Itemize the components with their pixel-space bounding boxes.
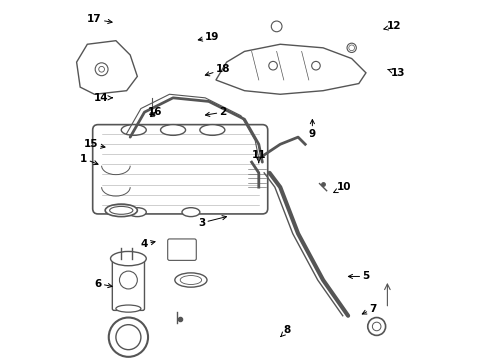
FancyBboxPatch shape (112, 257, 144, 310)
Text: 2: 2 (205, 107, 226, 117)
Polygon shape (77, 41, 137, 94)
Circle shape (95, 63, 108, 76)
Text: 3: 3 (198, 216, 226, 228)
Circle shape (108, 318, 148, 357)
Text: 6: 6 (94, 279, 112, 289)
Ellipse shape (175, 273, 206, 287)
Circle shape (268, 62, 277, 70)
Text: 13: 13 (387, 68, 405, 78)
Text: 15: 15 (83, 139, 105, 149)
Circle shape (116, 325, 141, 350)
Text: 18: 18 (205, 64, 230, 76)
Ellipse shape (160, 125, 185, 135)
Text: 19: 19 (198, 32, 219, 42)
Ellipse shape (110, 251, 146, 266)
Polygon shape (216, 44, 365, 94)
Ellipse shape (180, 275, 201, 284)
Circle shape (119, 271, 137, 289)
Circle shape (99, 66, 104, 72)
Circle shape (372, 322, 380, 331)
Text: 10: 10 (333, 182, 351, 193)
Circle shape (348, 45, 354, 51)
Circle shape (311, 62, 320, 70)
Text: 5: 5 (347, 271, 369, 282)
Ellipse shape (105, 204, 137, 217)
Text: 16: 16 (148, 107, 162, 117)
Text: 12: 12 (383, 21, 401, 31)
Ellipse shape (200, 125, 224, 135)
Circle shape (367, 318, 385, 336)
Ellipse shape (116, 305, 141, 312)
Text: 14: 14 (94, 93, 112, 103)
Ellipse shape (109, 206, 133, 214)
Circle shape (271, 21, 282, 32)
Circle shape (346, 43, 356, 53)
FancyBboxPatch shape (93, 125, 267, 214)
Text: 8: 8 (280, 325, 290, 337)
Ellipse shape (121, 125, 146, 135)
Text: 17: 17 (87, 14, 112, 24)
Text: 11: 11 (251, 150, 265, 163)
Text: 4: 4 (141, 239, 155, 249)
Text: 1: 1 (80, 154, 98, 165)
Text: 9: 9 (308, 120, 315, 139)
Text: 7: 7 (362, 303, 376, 314)
Ellipse shape (128, 208, 146, 217)
Ellipse shape (182, 208, 200, 217)
FancyBboxPatch shape (167, 239, 196, 260)
